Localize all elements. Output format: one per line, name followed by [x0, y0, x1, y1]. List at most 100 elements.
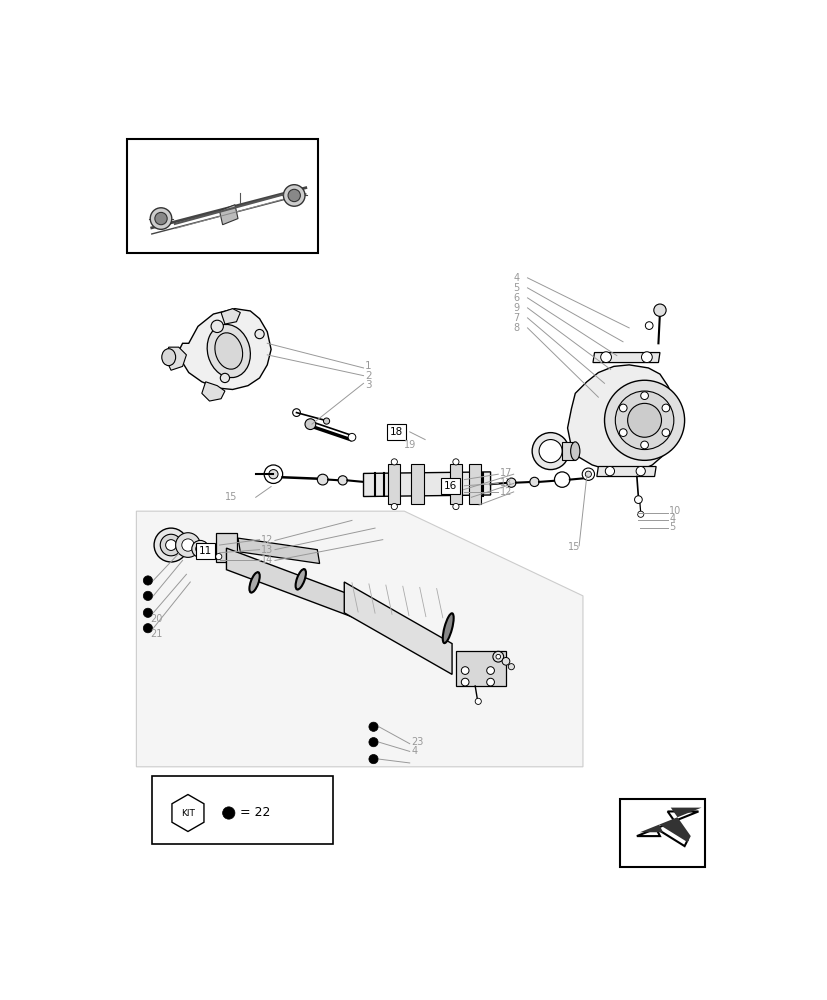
- Text: 21: 21: [150, 629, 162, 639]
- Circle shape: [619, 404, 626, 412]
- Circle shape: [210, 550, 215, 555]
- Circle shape: [195, 544, 204, 554]
- Circle shape: [391, 503, 397, 510]
- Circle shape: [538, 440, 562, 463]
- Circle shape: [215, 554, 222, 560]
- Circle shape: [192, 540, 208, 557]
- Text: 7: 7: [513, 313, 519, 323]
- Circle shape: [255, 329, 264, 339]
- Polygon shape: [221, 309, 240, 324]
- Circle shape: [633, 496, 642, 503]
- Circle shape: [369, 754, 378, 764]
- Text: 6: 6: [513, 293, 519, 303]
- Polygon shape: [411, 464, 423, 504]
- Circle shape: [475, 698, 480, 704]
- Circle shape: [600, 352, 610, 363]
- Circle shape: [554, 472, 569, 487]
- Circle shape: [150, 208, 171, 229]
- Circle shape: [635, 466, 644, 476]
- Polygon shape: [179, 309, 270, 389]
- Text: 14: 14: [261, 555, 273, 565]
- Circle shape: [143, 591, 152, 600]
- Text: 18: 18: [390, 427, 403, 437]
- Ellipse shape: [570, 442, 579, 460]
- Circle shape: [653, 304, 666, 316]
- Polygon shape: [449, 464, 461, 504]
- Circle shape: [288, 189, 300, 202]
- Circle shape: [220, 373, 229, 383]
- Circle shape: [492, 651, 503, 662]
- Circle shape: [662, 404, 669, 412]
- Circle shape: [304, 419, 315, 430]
- Circle shape: [640, 441, 648, 449]
- Ellipse shape: [207, 324, 250, 378]
- Text: 8: 8: [513, 323, 519, 333]
- Bar: [619, 799, 704, 867]
- Text: 13: 13: [500, 478, 511, 488]
- Ellipse shape: [215, 333, 242, 369]
- Bar: [127, 139, 318, 253]
- Circle shape: [283, 185, 304, 206]
- Circle shape: [292, 409, 300, 416]
- Circle shape: [614, 391, 673, 450]
- Ellipse shape: [442, 613, 453, 643]
- Text: 12: 12: [500, 487, 512, 497]
- Ellipse shape: [161, 349, 175, 366]
- Bar: [215, 533, 237, 562]
- Polygon shape: [566, 365, 676, 473]
- Text: 17: 17: [500, 468, 512, 478]
- Circle shape: [627, 403, 661, 437]
- Text: = 22: = 22: [240, 806, 270, 820]
- Circle shape: [644, 322, 653, 329]
- Polygon shape: [219, 205, 237, 225]
- Text: 13: 13: [261, 545, 273, 555]
- Polygon shape: [636, 811, 698, 846]
- Text: 2: 2: [365, 371, 371, 381]
- Circle shape: [337, 476, 347, 485]
- Text: 10: 10: [668, 506, 681, 516]
- Circle shape: [506, 478, 515, 487]
- Text: 4: 4: [513, 273, 519, 283]
- Polygon shape: [227, 548, 359, 620]
- Circle shape: [501, 657, 509, 665]
- Circle shape: [619, 429, 626, 436]
- Text: 23: 23: [411, 737, 423, 747]
- Text: KIT: KIT: [181, 808, 194, 818]
- Circle shape: [391, 459, 397, 465]
- Circle shape: [495, 654, 500, 659]
- Text: 4: 4: [668, 514, 675, 524]
- Text: 9: 9: [513, 303, 519, 313]
- Text: 4: 4: [411, 746, 417, 756]
- Text: 5: 5: [513, 283, 519, 293]
- Circle shape: [347, 433, 356, 441]
- Polygon shape: [468, 464, 480, 504]
- Circle shape: [529, 477, 538, 487]
- Circle shape: [369, 722, 378, 731]
- Circle shape: [317, 474, 327, 485]
- Text: 1: 1: [365, 361, 371, 371]
- Circle shape: [662, 429, 669, 436]
- Text: 15: 15: [225, 492, 237, 502]
- Circle shape: [264, 465, 282, 483]
- Circle shape: [452, 503, 458, 510]
- Circle shape: [637, 511, 643, 517]
- Circle shape: [585, 471, 590, 477]
- Text: 16: 16: [443, 481, 457, 491]
- Text: 15: 15: [566, 542, 579, 552]
- Polygon shape: [363, 472, 490, 497]
- Circle shape: [461, 667, 468, 674]
- Circle shape: [452, 459, 458, 465]
- Circle shape: [605, 466, 614, 476]
- Circle shape: [486, 678, 494, 686]
- Polygon shape: [344, 582, 452, 674]
- Circle shape: [207, 547, 218, 558]
- Polygon shape: [136, 511, 582, 767]
- Text: 20: 20: [150, 614, 162, 624]
- Bar: [151, 776, 332, 844]
- Polygon shape: [172, 795, 203, 831]
- Text: 3: 3: [365, 380, 371, 390]
- Circle shape: [175, 533, 200, 557]
- Circle shape: [640, 392, 648, 400]
- Bar: [456, 651, 505, 686]
- Ellipse shape: [295, 569, 305, 590]
